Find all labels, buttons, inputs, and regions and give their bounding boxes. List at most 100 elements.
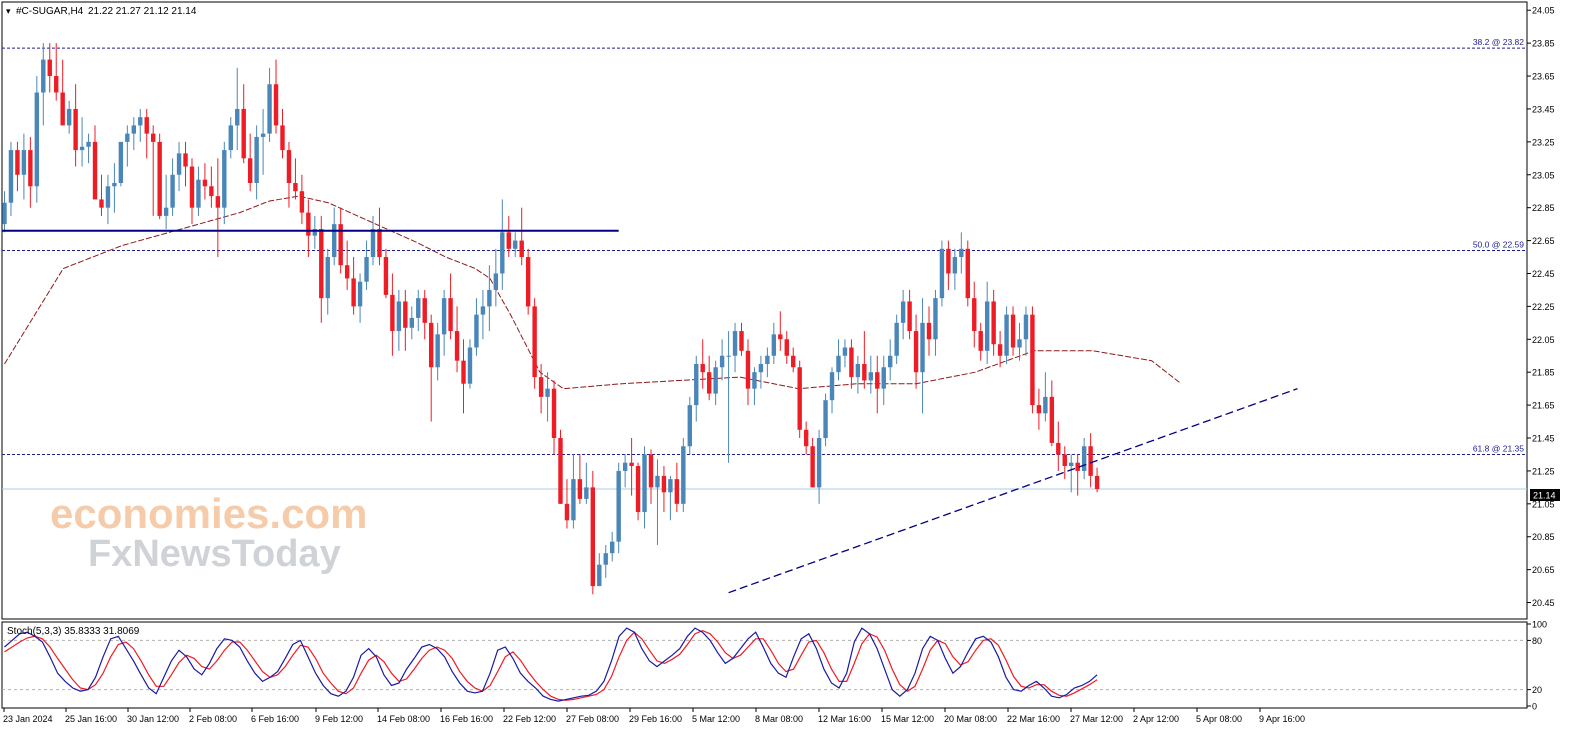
candle-bear xyxy=(60,92,65,126)
price-tick-label: 23.05 xyxy=(1532,170,1555,180)
candle-bear xyxy=(189,166,195,208)
candle-bear xyxy=(73,108,78,151)
time-tick-label: 9 Apr 16:00 xyxy=(1259,714,1305,724)
candle-bull xyxy=(1023,314,1029,340)
candle-bear xyxy=(1088,446,1093,476)
candle-bull xyxy=(170,174,175,208)
candle-bull xyxy=(920,322,925,373)
candle-bull xyxy=(138,117,143,126)
candle-bear xyxy=(506,232,511,249)
price-tag: 21.14 xyxy=(1533,491,1556,501)
time-tick-label: 23 Jan 2024 xyxy=(3,714,53,724)
candle-bear xyxy=(978,331,983,351)
candle-bear xyxy=(293,182,298,192)
candle-bear xyxy=(280,125,285,151)
candle-bull xyxy=(900,301,906,323)
candle-bear xyxy=(551,388,557,439)
candle-bear xyxy=(422,298,427,323)
candle-bear xyxy=(907,301,912,332)
candle-bull xyxy=(2,202,7,225)
candle-bull xyxy=(8,150,14,203)
price-tick-label: 21.65 xyxy=(1532,401,1555,411)
candle-bear xyxy=(991,301,996,345)
ma-line xyxy=(4,195,1182,390)
price-tick-label: 22.65 xyxy=(1532,236,1555,246)
candle-bull xyxy=(41,59,46,93)
candle-bull xyxy=(771,334,777,356)
candle-bull xyxy=(1004,314,1009,356)
time-tick-label: 20 Mar 08:00 xyxy=(944,714,997,724)
time-tick-label: 27 Feb 08:00 xyxy=(566,714,619,724)
candle-bear xyxy=(15,150,20,175)
stoch-tick-label: 100 xyxy=(1532,620,1547,630)
candle-bear xyxy=(972,298,977,332)
candle-bull xyxy=(758,363,764,373)
time-tick-label: 29 Feb 16:00 xyxy=(629,714,682,724)
candle-bear xyxy=(351,278,356,307)
price-tick-label: 22.45 xyxy=(1532,269,1555,279)
candle-bull xyxy=(842,347,848,356)
candle-bear xyxy=(913,331,919,373)
trend-line xyxy=(728,388,1298,594)
candle-bear xyxy=(1049,396,1055,443)
candle-bull xyxy=(597,564,602,587)
candle-bull xyxy=(79,146,85,151)
candle-bear xyxy=(299,191,305,213)
candle-bull xyxy=(34,92,40,187)
candle-bull xyxy=(435,334,440,368)
moving-average xyxy=(4,195,1182,390)
candle-bull xyxy=(868,372,874,381)
candle-bear xyxy=(209,186,214,197)
candle-bull xyxy=(655,475,660,488)
candle-bear xyxy=(784,339,789,356)
ohlc-values: 21.22 21.27 21.12 21.14 xyxy=(88,6,197,17)
candle-bull xyxy=(765,355,770,364)
candle-bull xyxy=(939,248,945,299)
candle-bear xyxy=(202,179,208,187)
candle-bull xyxy=(952,257,958,274)
candle-bull xyxy=(816,438,822,488)
candle-bear xyxy=(745,350,751,389)
candle-bull xyxy=(959,248,964,258)
fib-level-label: 38.2 @ 23.82 xyxy=(1473,37,1524,47)
candle-bear xyxy=(519,240,524,258)
price-tick-label: 20.65 xyxy=(1532,565,1555,575)
candle-bear xyxy=(849,347,854,378)
candle-bull xyxy=(888,355,893,368)
symbol-icon: ▾ xyxy=(6,6,11,16)
price-tick-label: 21.85 xyxy=(1532,368,1555,378)
candle-bull xyxy=(480,306,486,315)
time-tick-label: 8 Mar 08:00 xyxy=(755,714,803,724)
time-tick-label: 9 Feb 12:00 xyxy=(315,714,363,724)
watermark-economies: economies.com xyxy=(50,490,367,537)
time-tick-label: 22 Mar 16:00 xyxy=(1007,714,1060,724)
candle-bull xyxy=(836,355,841,373)
candle-bear xyxy=(286,150,292,183)
candle-bull xyxy=(396,301,402,332)
watermark-fxnewstoday: FxNewsToday xyxy=(88,533,341,575)
price-tick-label: 20.45 xyxy=(1532,598,1555,608)
candle-bear xyxy=(150,133,156,142)
candle-bear xyxy=(739,331,744,351)
candle-bear xyxy=(538,377,544,397)
price-tick-label: 23.65 xyxy=(1532,72,1555,82)
price-tick-label: 21.05 xyxy=(1532,499,1555,509)
stoch-tick-label: 80 xyxy=(1532,636,1542,646)
candle-bear xyxy=(629,462,634,466)
candle-bear xyxy=(875,372,880,389)
time-tick-label: 5 Mar 12:00 xyxy=(692,714,740,724)
candle-bull xyxy=(66,108,72,126)
candle-bull xyxy=(933,298,938,340)
stoch-panel-frame xyxy=(1,621,1528,709)
candle-bear xyxy=(997,344,1003,356)
candle-bull xyxy=(622,462,628,471)
candle-bear xyxy=(99,199,104,208)
candle-bull xyxy=(118,141,124,183)
stoch-tick-label: 0 xyxy=(1532,702,1537,712)
candle-bear xyxy=(377,229,382,258)
candle-bear xyxy=(700,363,705,373)
candle-bull xyxy=(21,150,27,175)
price-tick-label: 22.25 xyxy=(1532,302,1555,312)
candle-bull xyxy=(984,301,990,351)
